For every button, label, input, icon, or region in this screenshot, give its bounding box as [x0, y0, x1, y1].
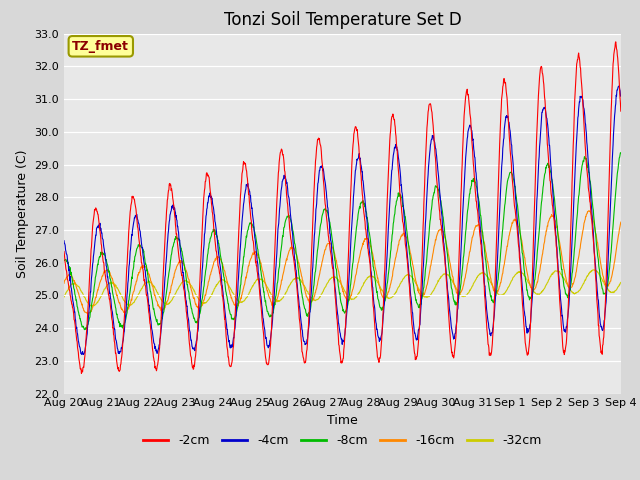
Title: Tonzi Soil Temperature Set D: Tonzi Soil Temperature Set D [223, 11, 461, 29]
Y-axis label: Soil Temperature (C): Soil Temperature (C) [16, 149, 29, 278]
Text: TZ_fmet: TZ_fmet [72, 40, 129, 53]
X-axis label: Time: Time [327, 414, 358, 427]
Legend: -2cm, -4cm, -8cm, -16cm, -32cm: -2cm, -4cm, -8cm, -16cm, -32cm [138, 429, 547, 452]
